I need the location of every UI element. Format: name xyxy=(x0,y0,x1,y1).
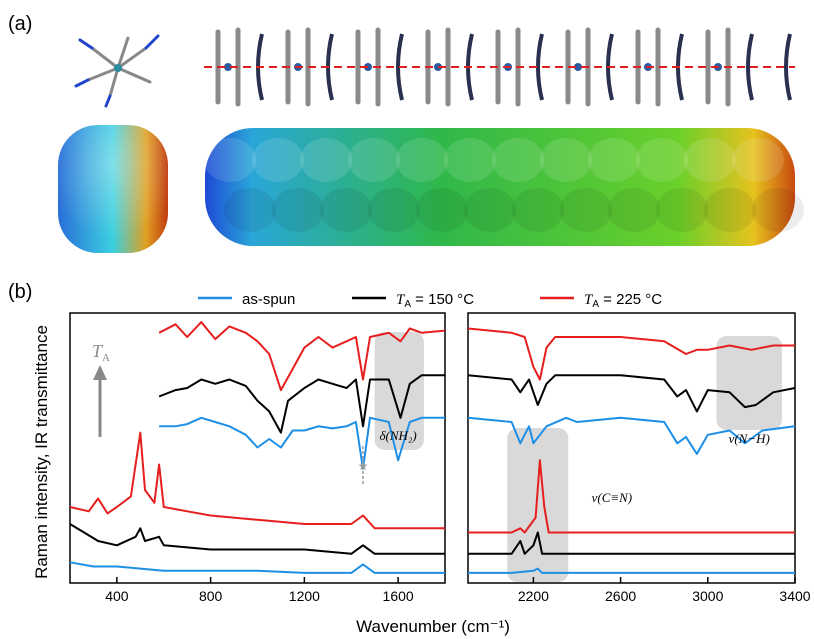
esp-bump xyxy=(300,138,352,182)
chain-arc xyxy=(536,33,544,101)
annotation-nh2: δ(NH₂) xyxy=(379,428,416,443)
plot-panel-right: 2200 2600 3000 3400 ν(C≡N) ν(N−H) xyxy=(467,312,811,604)
single-molecule-icon xyxy=(74,34,160,108)
chain-arc xyxy=(746,33,754,101)
arrow-head-icon xyxy=(93,365,107,380)
x-tick-label: 800 xyxy=(199,588,223,604)
esp-bump xyxy=(464,188,516,232)
esp-bump xyxy=(656,188,708,232)
raman-series-as-spun xyxy=(468,567,795,574)
esp-bump xyxy=(204,138,256,182)
esp-bump xyxy=(684,138,736,182)
arrow-label: TA xyxy=(92,341,110,364)
esp-bump xyxy=(732,138,784,182)
esp-bump xyxy=(396,138,448,182)
chain-arc xyxy=(396,33,404,101)
legend-ta225-label: TA = 225 °C xyxy=(584,291,662,310)
panel-a-label: (a) xyxy=(8,13,32,35)
legend-ta150-label: TA = 150 °C xyxy=(396,291,474,310)
esp-bump xyxy=(320,188,372,232)
temperature-arrow: TA xyxy=(92,341,110,437)
raman-series-as-spun xyxy=(69,561,445,574)
annotation-nh: ν(N−H) xyxy=(729,431,770,446)
chain-atom xyxy=(574,63,582,71)
esp-bump xyxy=(224,188,276,232)
ir-series-ta150 xyxy=(158,374,445,434)
esp-bump xyxy=(512,188,564,232)
annotation-star: ★ xyxy=(358,459,369,473)
x-tick-label: 400 xyxy=(105,588,129,604)
x-tick-label: 3000 xyxy=(692,588,723,604)
raman-series-ta225 xyxy=(69,431,445,530)
ir-series-as-spun xyxy=(467,416,796,455)
panel-b-label: (b) xyxy=(8,281,32,303)
chain-atom xyxy=(224,63,232,71)
raman-series-ta150 xyxy=(468,531,795,555)
plot-frame xyxy=(467,312,796,584)
esp-bump xyxy=(444,138,496,182)
esp-bump xyxy=(636,138,688,182)
annotation-cn: ν(C≡N) xyxy=(592,490,633,505)
ir-series-ta150 xyxy=(467,374,796,413)
esp-bump xyxy=(608,188,660,232)
esp-bump xyxy=(588,138,640,182)
y-axis-label: Raman intensity, IR transmittance xyxy=(32,325,51,579)
esp-bump xyxy=(368,188,420,232)
chain-esp-surface xyxy=(204,128,804,246)
esp-bump xyxy=(348,138,400,182)
x-tick-label: 1200 xyxy=(289,588,320,604)
esp-bump xyxy=(752,188,804,232)
plot-panel-left: 400 800 1200 1600 δ(NH₂) ★ xyxy=(69,312,446,604)
legend: as-spun TA = 150 °C TA = 225 °C xyxy=(198,291,662,310)
esp-bump xyxy=(492,138,544,182)
raman-series-ta225 xyxy=(468,459,795,534)
x-tick-label: 3400 xyxy=(779,588,810,604)
panel-a-illustration xyxy=(58,27,804,253)
x-tick-label: 2600 xyxy=(605,588,636,604)
x-tick-label: 1600 xyxy=(383,588,414,604)
esp-bump xyxy=(560,188,612,232)
highlight-cn-region xyxy=(507,428,569,582)
plot-frame xyxy=(69,312,446,584)
single-molecule-esp-surface xyxy=(58,125,168,253)
esp-bump xyxy=(252,138,304,182)
x-axis-label: Wavenumber (cm⁻¹) xyxy=(356,617,510,636)
x-tick-label: 2200 xyxy=(518,588,549,604)
ir-series-ta225 xyxy=(158,321,446,392)
esp-bump xyxy=(540,138,592,182)
chain-arc xyxy=(784,33,792,101)
legend-as-spun-label: as-spun xyxy=(242,291,295,308)
raman-series-ta150 xyxy=(69,523,445,555)
highlight-nh-region xyxy=(716,336,782,430)
esp-bump xyxy=(704,188,756,232)
esp-bump xyxy=(272,188,324,232)
ir-series-ta225 xyxy=(467,327,795,381)
esp-bump xyxy=(416,188,468,232)
ir-series-as-spun xyxy=(159,416,445,470)
